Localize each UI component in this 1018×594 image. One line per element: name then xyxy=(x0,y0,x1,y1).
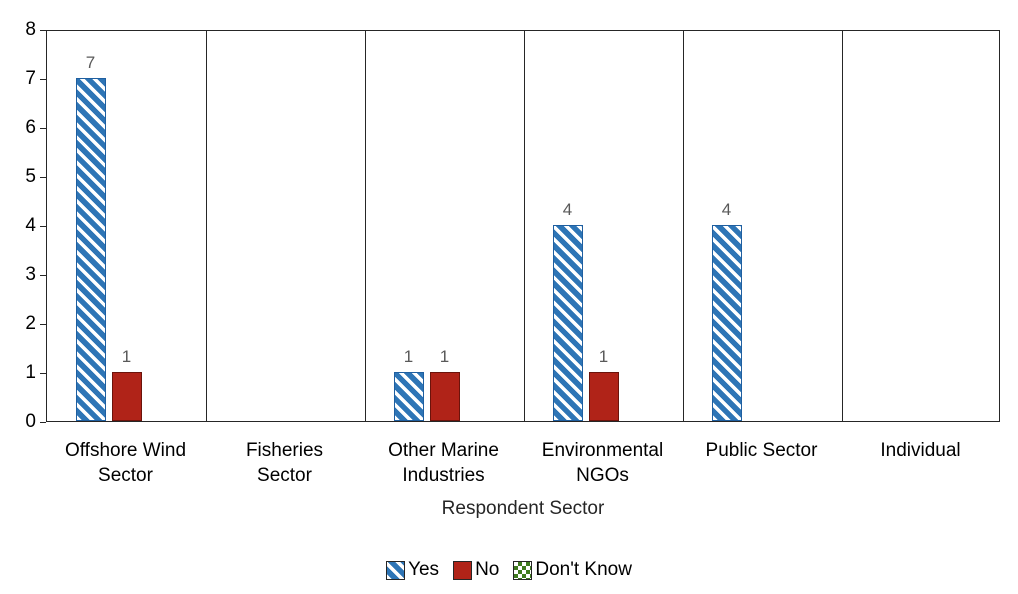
bar-no xyxy=(588,372,619,421)
bar-yes xyxy=(552,225,583,421)
category-label: Offshore Wind Sector xyxy=(46,438,205,488)
bar-yes xyxy=(75,78,106,421)
y-axis-tick-label: 7 xyxy=(25,68,36,89)
y-axis-tick-mark xyxy=(40,373,46,374)
y-axis-tick-label: 1 xyxy=(25,362,36,383)
legend-label-no: No xyxy=(475,559,500,580)
category-divider-gridline xyxy=(841,31,843,421)
bar-value-label: 1 xyxy=(439,347,450,366)
category-label-line: Sector xyxy=(257,465,312,486)
category-label-line: Public Sector xyxy=(705,440,818,461)
y-axis-tick-mark xyxy=(40,128,46,129)
category-divider-gridline xyxy=(205,31,207,421)
legend-item-don-t-know: Don't Know xyxy=(513,559,632,581)
category-label-line: NGOs xyxy=(576,465,629,486)
category-label-line: Industries xyxy=(402,465,485,486)
y-axis-tick-label: 4 xyxy=(25,215,36,236)
category-label-line: Environmental xyxy=(541,440,664,461)
x-axis-title: Respondent Sector xyxy=(441,498,605,519)
legend-item-yes: Yes xyxy=(386,559,453,581)
y-axis-tick-label: 0 xyxy=(25,411,36,432)
y-axis-tick-mark xyxy=(40,226,46,227)
bar-value-label: 4 xyxy=(721,200,732,219)
y-axis-tick-mark xyxy=(40,324,46,325)
category-divider-gridline xyxy=(523,31,525,421)
category-label: Individual xyxy=(841,438,1000,488)
legend-swatch-no-icon xyxy=(453,560,473,580)
bar-no xyxy=(111,372,142,421)
category-label-line: Other Marine xyxy=(388,440,499,461)
category-label: Public Sector xyxy=(682,438,841,488)
y-axis-tick-mark xyxy=(40,30,46,31)
bar-yes xyxy=(393,372,424,421)
legend: Yes No Don't Know xyxy=(0,557,1018,583)
bar-no xyxy=(429,372,460,421)
bar-value-label: 4 xyxy=(562,200,573,219)
legend-label-yes: Yes xyxy=(408,559,440,580)
category-axis-labels: Offshore Wind Sector Fisheries Sector Other … xyxy=(46,438,1000,488)
bar-value-label: 7 xyxy=(85,53,96,72)
bar-yes xyxy=(711,225,742,421)
y-axis-tick-mark xyxy=(40,422,46,423)
bar-value-label: 1 xyxy=(121,347,132,366)
bar-value-label: 1 xyxy=(403,347,414,366)
legend-swatch-yes-icon xyxy=(386,560,406,580)
y-axis-tick-label: 2 xyxy=(25,313,36,334)
y-axis-tick-label: 5 xyxy=(25,166,36,187)
y-axis-tick-label: 6 xyxy=(25,117,36,138)
category-label-line: Individual xyxy=(880,440,961,461)
y-axis-tick-label: 8 xyxy=(25,19,36,40)
bar-value-label: 1 xyxy=(598,347,609,366)
category-label-line: Sector xyxy=(98,465,153,486)
legend-label-don-t-know: Don't Know xyxy=(535,559,632,580)
category-label: Environmental NGOs xyxy=(523,438,682,488)
legend-swatch-don-t-know-icon xyxy=(513,560,533,580)
category-divider-gridline xyxy=(682,31,684,421)
y-axis-tick-label: 3 xyxy=(25,264,36,285)
y-axis-tick-mark xyxy=(40,177,46,178)
category-divider-gridline xyxy=(364,31,366,421)
y-axis-tick-mark xyxy=(40,275,46,276)
category-label-line: Offshore Wind xyxy=(64,440,187,461)
legend-item-no: No xyxy=(453,559,513,581)
category-label-line: Fisheries xyxy=(245,440,324,461)
plot-area: 7 1 1 1 4 1 4 xyxy=(46,30,1000,422)
category-label: Fisheries Sector xyxy=(205,438,364,488)
category-label: Other Marine Industries xyxy=(364,438,523,488)
y-axis-tick-mark xyxy=(40,79,46,80)
